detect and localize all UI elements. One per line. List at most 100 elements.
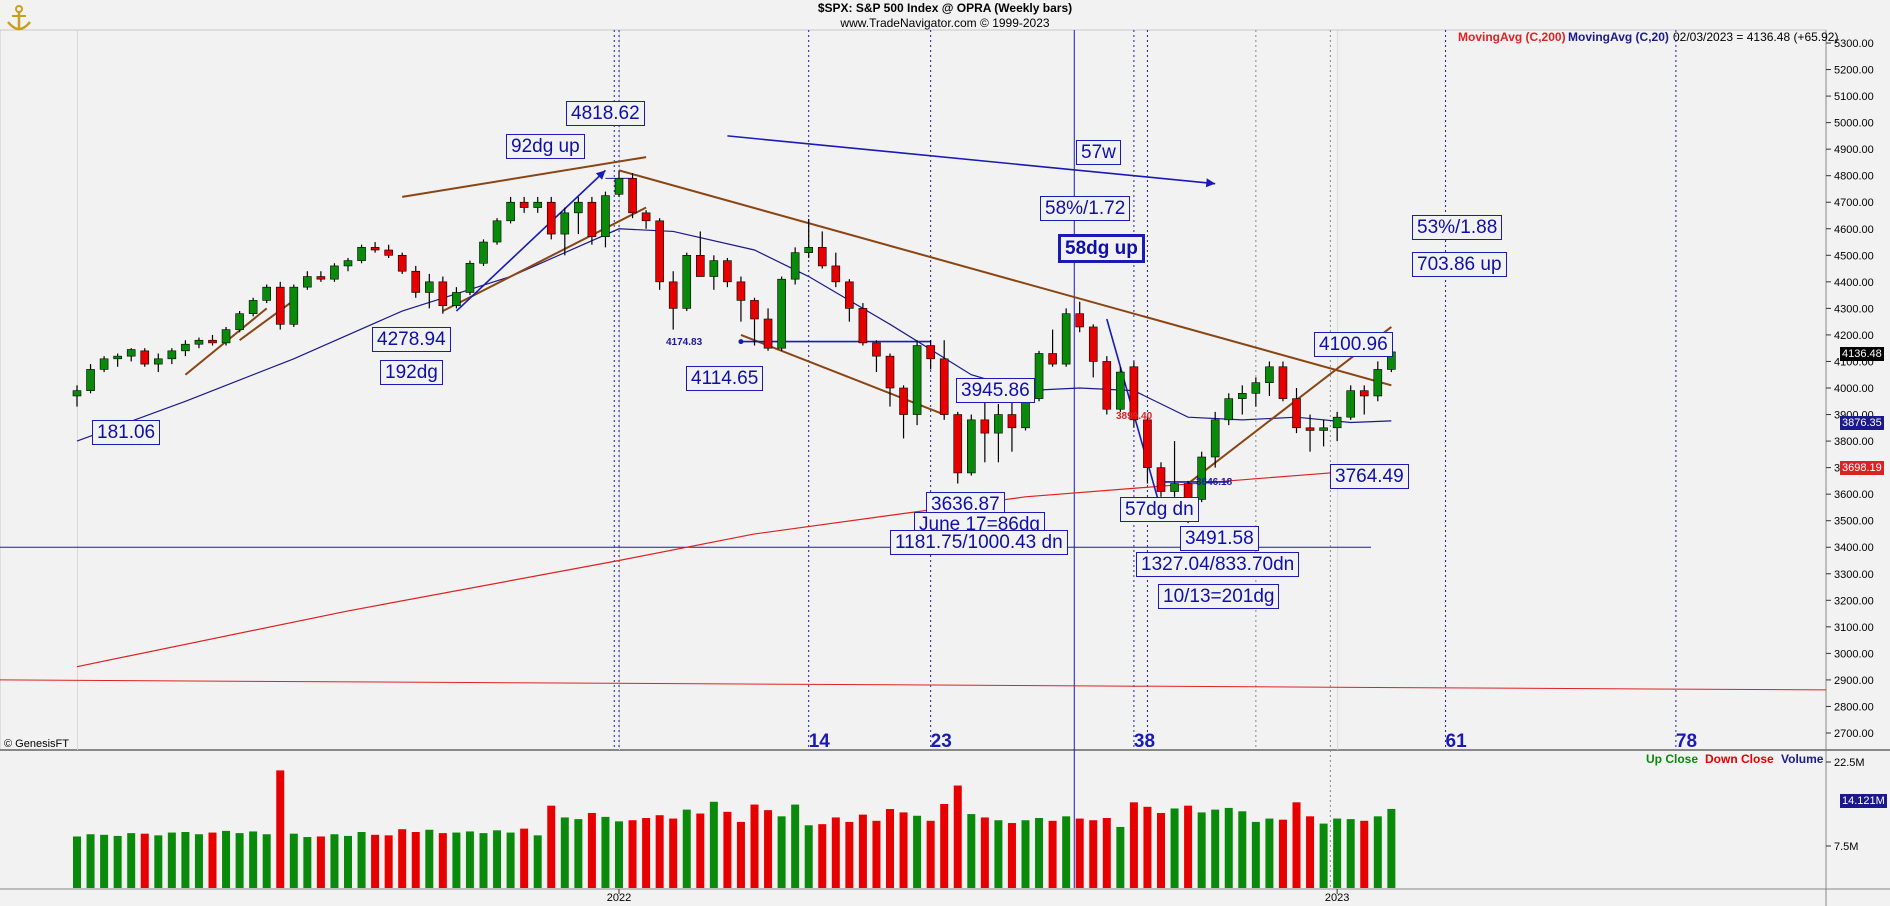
volume-bar xyxy=(222,830,231,888)
legend-volume: Volume xyxy=(1781,752,1824,766)
candle-body xyxy=(479,241,488,264)
candle-body xyxy=(235,313,244,330)
volume-bar xyxy=(235,833,244,888)
candle-body xyxy=(1265,366,1274,383)
candle-body xyxy=(628,178,637,214)
candle-body xyxy=(289,286,299,325)
volume-bar xyxy=(615,821,623,888)
volume-bar xyxy=(804,825,813,888)
volume-bar xyxy=(140,833,149,888)
x-tick-label: 2023 xyxy=(1325,892,1349,904)
volume-bar xyxy=(628,820,637,888)
candle-body xyxy=(275,286,285,325)
volume-bar xyxy=(357,832,366,888)
volume-bar xyxy=(113,835,122,888)
ma20-line xyxy=(76,228,1392,442)
candle-body xyxy=(1224,398,1234,421)
label-4278: 4278.94 xyxy=(372,327,451,352)
candle-body xyxy=(167,350,177,360)
volume-bar xyxy=(1075,818,1084,888)
volume-bar xyxy=(1387,808,1396,888)
candle-body xyxy=(1061,313,1071,365)
cycle-count-label: 38 xyxy=(1134,731,1155,752)
ma200-price-tag: 3698.19 xyxy=(1840,461,1884,475)
candle-body xyxy=(519,201,529,208)
label-58dg-up: 58dg up xyxy=(1058,234,1145,263)
volume-bar xyxy=(181,832,190,888)
candle-body xyxy=(1373,369,1383,397)
candle-body xyxy=(1292,398,1301,429)
candle-body xyxy=(1346,390,1355,418)
volume-bar xyxy=(750,804,759,888)
trendline xyxy=(455,169,606,312)
y-tick-label: 3100.00 xyxy=(1834,622,1874,634)
candle-body xyxy=(465,262,475,293)
y-tick-label: 3400.00 xyxy=(1834,542,1874,554)
candle-body xyxy=(330,265,339,280)
y-tick-label: 5000.00 xyxy=(1834,118,1874,130)
volume-bar xyxy=(154,835,163,888)
candle-body xyxy=(1251,382,1261,394)
volume-bar xyxy=(316,836,325,888)
candle-body xyxy=(248,300,258,314)
volume-bar xyxy=(723,811,732,888)
volume-bar xyxy=(642,818,651,888)
volume-bar xyxy=(1346,819,1355,888)
volume-bar xyxy=(940,804,949,888)
volume-bar xyxy=(1007,823,1016,888)
candle-body xyxy=(695,255,705,277)
volume-bar xyxy=(818,824,827,888)
volume-bar xyxy=(831,817,840,888)
legend-ma200: MovingAvg (C,200) xyxy=(1458,30,1566,44)
volume-bar xyxy=(777,816,786,888)
volume-bar xyxy=(303,837,312,888)
candle-body xyxy=(113,355,122,360)
candle-body xyxy=(885,355,895,389)
candle-body xyxy=(750,300,759,320)
volume-bar xyxy=(194,834,203,888)
arrow-head xyxy=(595,170,606,180)
y-tick-label: 3000.00 xyxy=(1834,648,1874,660)
volume-bar xyxy=(953,785,962,888)
reference-line xyxy=(0,679,1827,691)
level-dot xyxy=(738,339,744,345)
candle-body xyxy=(655,220,664,283)
volume-bar xyxy=(479,833,488,888)
y-tick-label: 4600.00 xyxy=(1834,224,1874,236)
volume-bar xyxy=(980,817,989,888)
candle-body xyxy=(682,255,692,309)
candle-body xyxy=(438,281,448,307)
candle-body xyxy=(587,201,597,238)
volume-bar xyxy=(1373,816,1382,888)
trendline xyxy=(727,135,1216,185)
candle-body xyxy=(858,308,868,344)
candle-body xyxy=(316,276,326,280)
candle-body xyxy=(357,247,366,261)
volume-bars xyxy=(73,770,1396,888)
candle-body xyxy=(1075,313,1084,328)
volume-bar xyxy=(547,805,556,888)
volume-bar xyxy=(845,821,854,888)
y-tick-label: 5200.00 xyxy=(1834,65,1874,77)
candle-body xyxy=(1305,427,1315,431)
volume-bar xyxy=(1333,818,1342,888)
volume-bar xyxy=(344,835,352,888)
candle-body xyxy=(994,414,1003,434)
y-tick-label: 2800.00 xyxy=(1834,701,1874,713)
volume-bar xyxy=(669,818,678,888)
y-tick-label: 5100.00 xyxy=(1834,91,1874,103)
volume-bar xyxy=(289,833,298,888)
volume-bar xyxy=(1170,808,1179,888)
volume-bar xyxy=(764,810,773,888)
candle-body xyxy=(1129,366,1139,421)
candle-body xyxy=(1319,427,1328,431)
volume-bar xyxy=(100,834,109,888)
volume-value-tag: 14.121M xyxy=(1840,794,1887,808)
volume-bar xyxy=(791,804,800,888)
volume-bar xyxy=(208,832,217,888)
candle-body xyxy=(1332,416,1342,429)
candle-body xyxy=(872,342,881,357)
legend-down-close: Down Close xyxy=(1705,752,1774,766)
candle-body xyxy=(899,387,908,415)
candle-body xyxy=(560,212,570,235)
